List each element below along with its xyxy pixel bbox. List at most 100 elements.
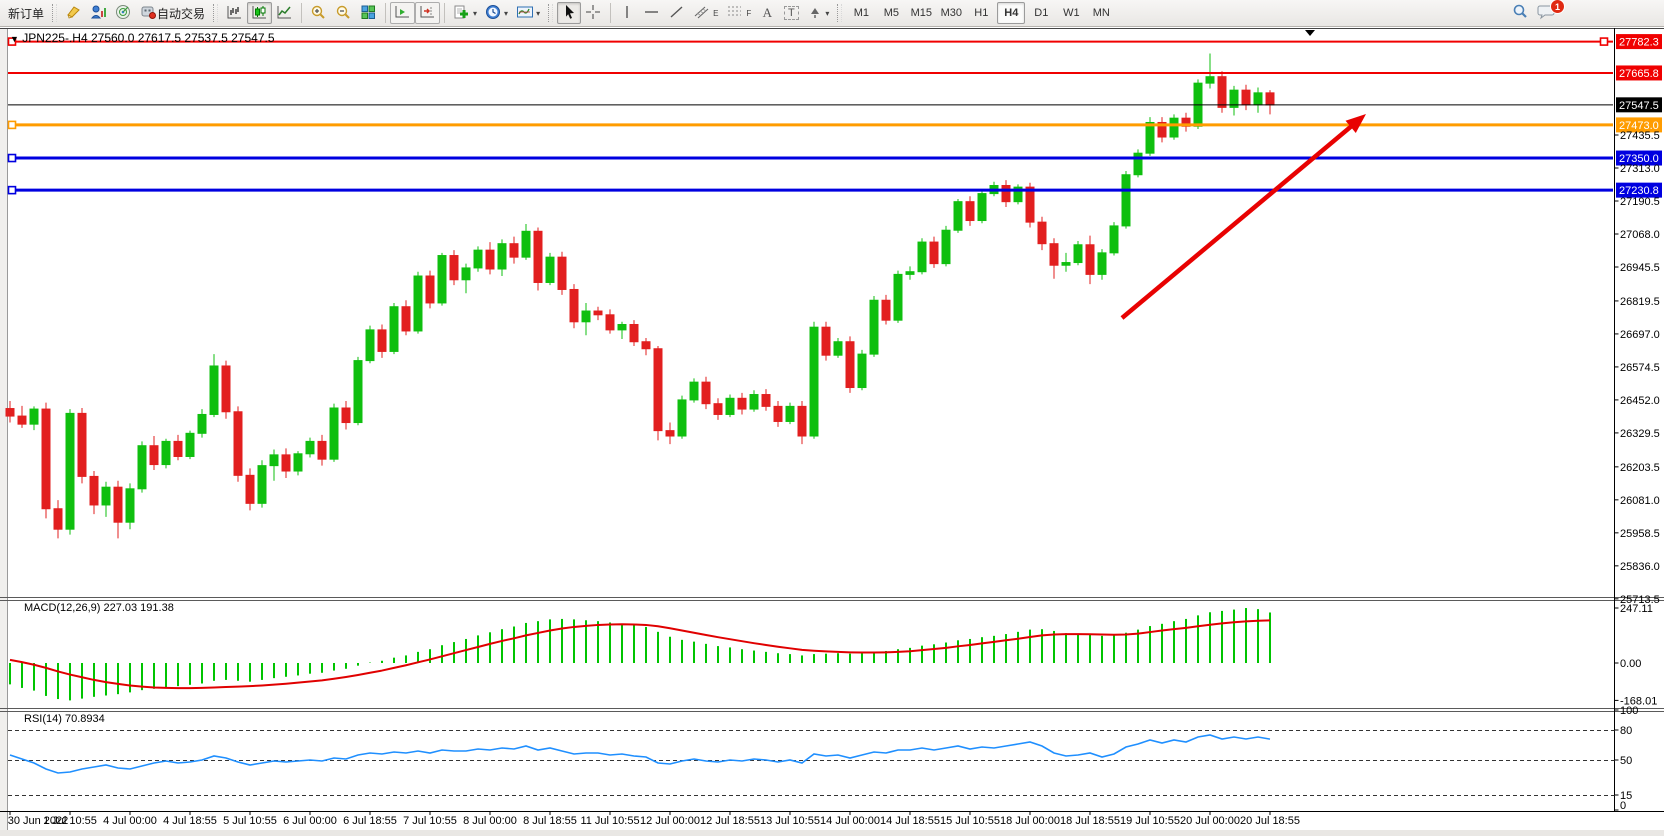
candle bbox=[389, 302, 399, 355]
autotrading-button[interactable]: 自动交易 bbox=[136, 2, 209, 24]
candle bbox=[617, 321, 627, 340]
price-level-badge bbox=[1616, 97, 1662, 113]
timeframe-button-M5[interactable]: M5 bbox=[883, 7, 899, 19]
line-handle[interactable] bbox=[7, 153, 17, 163]
timeframe-button-M1[interactable]: M1 bbox=[853, 7, 869, 19]
line-chart-mode-button[interactable] bbox=[272, 2, 297, 24]
line-handle[interactable] bbox=[7, 37, 17, 46]
candle bbox=[641, 337, 651, 356]
new-order-button[interactable]: 新订单 bbox=[4, 2, 48, 24]
candle bbox=[977, 189, 987, 224]
arrows-tool-button[interactable]: ▾ bbox=[803, 2, 833, 24]
time-tick: 6 Jul 18:55 bbox=[343, 815, 397, 827]
autotrading-label: 自动交易 bbox=[157, 6, 206, 21]
highlighter-icon bbox=[65, 4, 82, 23]
label-tool-label: T bbox=[783, 6, 799, 20]
rsi-axis[interactable]: 100 80 50 150 bbox=[1614, 705, 1639, 812]
search-button[interactable] bbox=[1507, 2, 1533, 24]
candle bbox=[353, 356, 363, 426]
indicators-button[interactable]: ▾ bbox=[512, 2, 544, 24]
candle bbox=[953, 198, 963, 233]
candle bbox=[209, 354, 219, 418]
price-level-badge-text: 27230.8 bbox=[1619, 185, 1659, 197]
toolbar-grip bbox=[213, 4, 219, 22]
candle bbox=[257, 460, 267, 508]
channel-sub-label: E bbox=[713, 8, 719, 18]
tile-windows-button[interactable] bbox=[356, 2, 381, 24]
price-tick: 26697.0 bbox=[1620, 329, 1660, 341]
candle bbox=[581, 302, 591, 336]
chart-shift-marker[interactable] bbox=[1305, 30, 1315, 36]
time-tick: 5 Jul 10:55 bbox=[223, 815, 277, 827]
candle bbox=[497, 239, 507, 277]
cursor-tool-button[interactable] bbox=[557, 2, 582, 24]
notifications-button[interactable]: 1 bbox=[1533, 0, 1565, 24]
time-tick: 12 Jul 18:55 bbox=[700, 815, 760, 827]
time-tick: 4 Jul 00:00 bbox=[103, 815, 157, 827]
candle bbox=[929, 236, 939, 268]
price-level-badge bbox=[1616, 150, 1662, 166]
vertical-line-icon bbox=[621, 4, 634, 23]
zoom-in-icon bbox=[310, 4, 327, 23]
navigator-button[interactable] bbox=[111, 2, 136, 24]
timeframe-button-H1[interactable]: H1 bbox=[974, 7, 989, 19]
candle bbox=[1169, 114, 1179, 140]
timeframe-button-H4[interactable]: H4 bbox=[997, 2, 1026, 24]
candle bbox=[281, 448, 291, 479]
candle bbox=[29, 406, 39, 431]
candle bbox=[341, 400, 351, 430]
toolbar-grip bbox=[837, 4, 843, 22]
line-handle[interactable] bbox=[7, 120, 17, 130]
line-handle[interactable] bbox=[1599, 37, 1609, 46]
market-watch-button[interactable] bbox=[61, 2, 86, 24]
time-tick: 20 Jul 18:55 bbox=[1240, 815, 1300, 827]
timeframe-button-M30[interactable]: M30 bbox=[940, 7, 963, 19]
periods-button[interactable]: ▾ bbox=[481, 2, 512, 24]
line-handle[interactable] bbox=[7, 185, 17, 195]
crosshair-tool-button[interactable] bbox=[581, 2, 606, 24]
window-left-edge bbox=[0, 28, 7, 830]
zoom-in-button[interactable] bbox=[306, 2, 331, 24]
chart-menu-arrow-icon[interactable]: ▼ bbox=[10, 34, 19, 44]
price-axis[interactable]: 27435.5 27313.0 27190.5 27068.0 26945.5 26819… bbox=[1614, 130, 1660, 606]
text-tool-button[interactable]: A bbox=[755, 2, 779, 24]
main-toolbar: 新订单 自动交易 bbox=[0, 0, 1664, 27]
equidistant-channel-tool-button[interactable]: E bbox=[689, 2, 722, 24]
candle bbox=[1205, 53, 1215, 89]
candle bbox=[653, 346, 663, 441]
timeframe-button-D1[interactable]: D1 bbox=[1034, 7, 1049, 19]
bar-chart-mode-button[interactable] bbox=[222, 2, 247, 24]
auto-scroll-button[interactable] bbox=[390, 2, 416, 24]
timeframe-button-W1[interactable]: W1 bbox=[1063, 7, 1080, 19]
time-tick: 14 Jul 00:00 bbox=[820, 815, 880, 827]
candlestick-mode-button[interactable] bbox=[247, 2, 273, 24]
price-level-badge-text: 27665.8 bbox=[1619, 68, 1659, 80]
tile-windows-icon bbox=[360, 4, 377, 23]
timeframe-button-M15[interactable]: M15 bbox=[910, 7, 933, 19]
vertical-line-tool-button[interactable] bbox=[615, 2, 639, 24]
time-tick: 6 Jul 00:00 bbox=[283, 815, 337, 827]
rsi-tick: 15 bbox=[1620, 790, 1632, 802]
candle bbox=[1193, 79, 1203, 129]
new-chart-button[interactable]: ▾ bbox=[449, 2, 481, 24]
radar-icon bbox=[115, 4, 132, 23]
timeframe-button-MN[interactable]: MN bbox=[1092, 7, 1110, 19]
data-window-button[interactable] bbox=[86, 2, 111, 24]
chart-shift-button[interactable] bbox=[415, 2, 441, 24]
horizontal-line-tool-button[interactable] bbox=[639, 2, 664, 24]
price-tick: 27190.5 bbox=[1620, 196, 1660, 208]
chart-window bbox=[0, 27, 1664, 836]
trendline-tool-button[interactable] bbox=[664, 2, 689, 24]
candle bbox=[149, 436, 159, 470]
trend-arrow[interactable] bbox=[1120, 114, 1366, 320]
candle bbox=[833, 337, 843, 358]
rsi-tick: 100 bbox=[1620, 705, 1638, 717]
zoom-out-button[interactable] bbox=[331, 2, 356, 24]
fibonacci-tool-button[interactable]: F bbox=[722, 2, 755, 24]
time-tick: 12 Jul 00:00 bbox=[640, 815, 700, 827]
text-label-tool-button[interactable]: T bbox=[779, 2, 803, 24]
macd-axis[interactable]: 247.11 0.00 -168.01 bbox=[1614, 603, 1658, 707]
price-tick: 26945.5 bbox=[1620, 262, 1660, 274]
